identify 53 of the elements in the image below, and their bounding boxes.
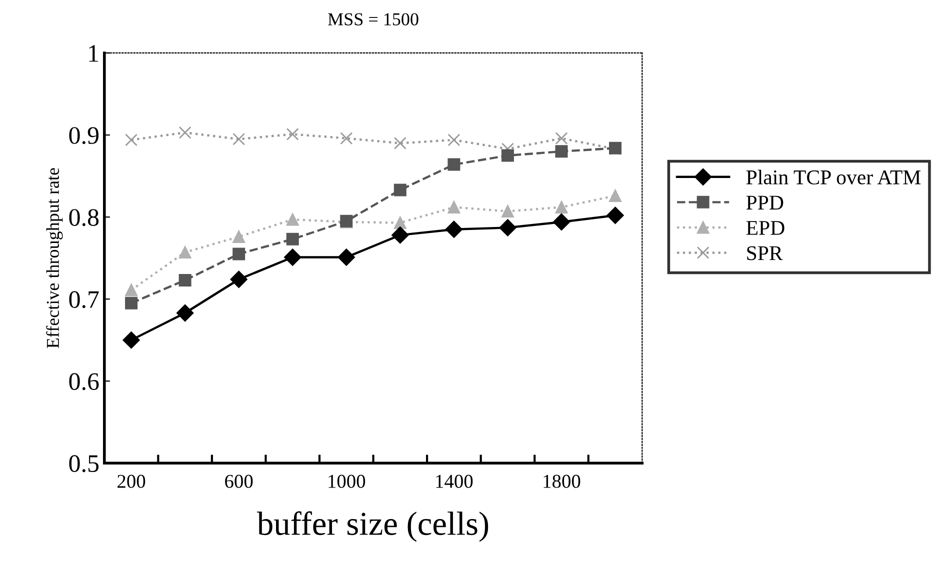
y-tick-label: 0.6 xyxy=(69,373,99,390)
point xyxy=(176,304,194,322)
point xyxy=(232,248,246,260)
point xyxy=(394,184,406,196)
point xyxy=(606,206,624,224)
point xyxy=(230,270,248,288)
point xyxy=(448,158,460,171)
chart-title: MSS = 1500 xyxy=(328,13,418,26)
point xyxy=(338,248,355,266)
point xyxy=(178,126,192,139)
point xyxy=(232,230,246,243)
point xyxy=(501,149,514,162)
legend-label: EPD xyxy=(746,221,784,235)
point xyxy=(448,200,460,214)
point xyxy=(394,216,406,230)
point xyxy=(501,205,514,218)
point xyxy=(286,213,299,226)
point xyxy=(178,274,192,286)
point xyxy=(555,132,568,145)
point xyxy=(286,232,299,246)
point xyxy=(178,246,192,259)
point xyxy=(552,213,570,231)
point xyxy=(122,332,140,349)
x-tick-label: 200 xyxy=(118,474,146,488)
y-tick-label: 1 xyxy=(89,45,98,62)
legend-label: PPD xyxy=(746,196,784,210)
y-tick-label: 0.8 xyxy=(69,209,99,226)
legend-label: SPR xyxy=(747,246,783,260)
point xyxy=(340,132,353,145)
y-axis-title: Effective throughput rate xyxy=(46,168,63,348)
point xyxy=(286,128,299,140)
point xyxy=(555,145,568,158)
y-tick-label: 0.7 xyxy=(69,291,99,308)
x-tick-label: 1000 xyxy=(328,474,366,488)
x-axis-title: buffer size (cells) xyxy=(256,511,488,542)
point xyxy=(394,136,406,150)
point xyxy=(284,248,302,266)
point xyxy=(555,200,568,214)
x-tick-label: 1800 xyxy=(544,474,580,488)
point xyxy=(499,219,516,236)
legend-label: Plain TCP over ATM xyxy=(746,170,921,184)
point xyxy=(448,134,460,146)
point xyxy=(445,220,462,238)
point xyxy=(125,296,138,310)
y-tick-label: 0.5 xyxy=(69,455,99,472)
point xyxy=(125,284,138,296)
point xyxy=(232,132,246,146)
x-tick-label: 1400 xyxy=(436,474,473,488)
point xyxy=(609,189,622,202)
point xyxy=(392,226,409,244)
point xyxy=(125,134,138,146)
x-tick-label: 600 xyxy=(225,474,253,488)
y-tick-label: 0.9 xyxy=(69,127,98,144)
